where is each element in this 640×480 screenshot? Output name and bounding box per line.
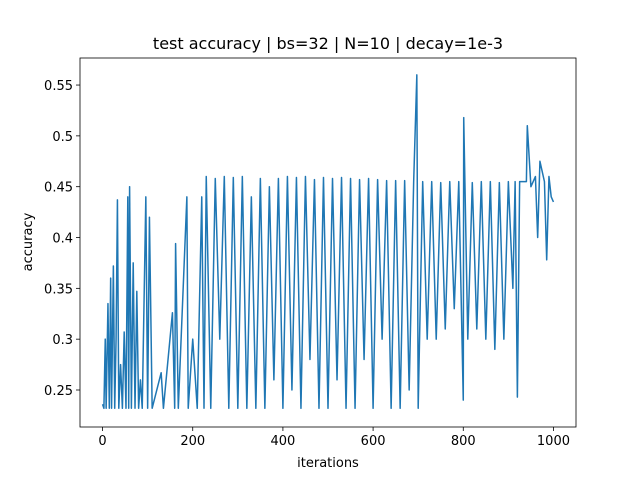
y-tick-label: 0.3 xyxy=(52,333,73,348)
y-tick-label: 0.25 xyxy=(44,384,73,399)
x-tick-label: 800 xyxy=(451,434,476,449)
plot-frame xyxy=(79,57,577,428)
y-tick-label: 0.35 xyxy=(44,282,73,297)
x-tick-label: 200 xyxy=(180,434,205,449)
x-tick-label: 600 xyxy=(361,434,386,449)
data-line xyxy=(101,74,555,410)
x-tick-label: 1000 xyxy=(537,434,570,449)
x-tick-label: 400 xyxy=(270,434,295,449)
y-tick-label: 0.5 xyxy=(52,130,73,145)
y-tick-label: 0.45 xyxy=(44,181,73,196)
y-tick-label: 0.4 xyxy=(52,232,73,247)
y-tick-label: 0.55 xyxy=(44,79,73,94)
x-axis-label: iterations xyxy=(297,456,359,471)
chart-title: test accuracy | bs=32 | N=10 | decay=1e-… xyxy=(153,34,503,53)
x-tick-label: 0 xyxy=(98,434,106,449)
y-axis-label: accuracy xyxy=(21,212,36,271)
